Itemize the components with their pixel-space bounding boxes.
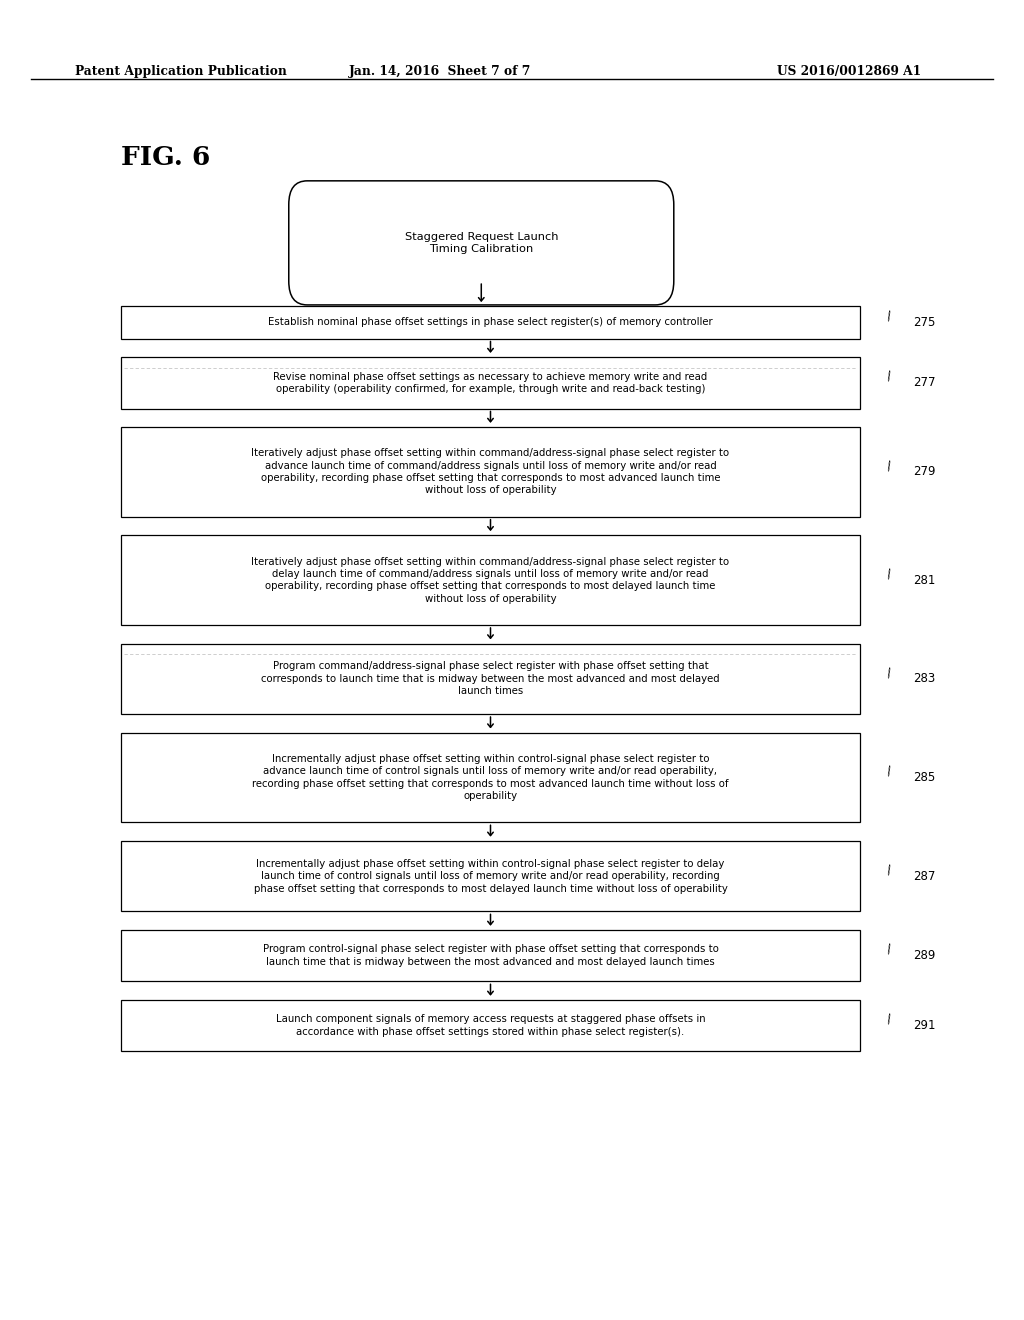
Text: Incrementally adjust phase offset setting within control-signal phase select reg: Incrementally adjust phase offset settin… — [254, 859, 727, 894]
FancyBboxPatch shape — [121, 306, 860, 338]
Text: Revise nominal phase offset settings as necessary to achieve memory write and re: Revise nominal phase offset settings as … — [273, 372, 708, 393]
Text: Program control-signal phase select register with phase offset setting that corr: Program control-signal phase select regi… — [262, 945, 719, 966]
Text: Program command/address-signal phase select register with phase offset setting t: Program command/address-signal phase sel… — [261, 661, 720, 696]
Text: /: / — [886, 309, 892, 322]
Text: /: / — [886, 764, 892, 777]
Text: Jan. 14, 2016  Sheet 7 of 7: Jan. 14, 2016 Sheet 7 of 7 — [349, 65, 531, 78]
Text: /: / — [886, 1012, 892, 1026]
Text: Establish nominal phase offset settings in phase select register(s) of memory co: Establish nominal phase offset settings … — [268, 317, 713, 327]
FancyBboxPatch shape — [121, 644, 860, 714]
Text: 279: 279 — [913, 466, 936, 478]
Text: 287: 287 — [913, 870, 936, 883]
FancyBboxPatch shape — [121, 931, 860, 982]
FancyBboxPatch shape — [121, 1001, 860, 1052]
FancyBboxPatch shape — [121, 356, 860, 409]
Text: /: / — [886, 566, 892, 581]
Text: /: / — [886, 370, 892, 383]
Text: /: / — [886, 942, 892, 956]
FancyBboxPatch shape — [121, 841, 860, 912]
Text: Iteratively adjust phase offset setting within command/address-signal phase sele: Iteratively adjust phase offset setting … — [252, 557, 729, 603]
Text: 277: 277 — [913, 376, 936, 389]
Text: Staggered Request Launch
Timing Calibration: Staggered Request Launch Timing Calibrat… — [404, 232, 558, 253]
FancyBboxPatch shape — [289, 181, 674, 305]
Text: /: / — [886, 863, 892, 876]
Text: Iteratively adjust phase offset setting within command/address-signal phase sele: Iteratively adjust phase offset setting … — [252, 449, 729, 495]
Text: /: / — [886, 665, 892, 678]
Text: 285: 285 — [913, 771, 936, 784]
FancyBboxPatch shape — [121, 428, 860, 516]
Text: 289: 289 — [913, 949, 936, 962]
Text: 281: 281 — [913, 574, 936, 586]
Text: 291: 291 — [913, 1019, 936, 1032]
Text: US 2016/0012869 A1: US 2016/0012869 A1 — [777, 65, 922, 78]
Text: Launch component signals of memory access requests at staggered phase offsets in: Launch component signals of memory acces… — [275, 1015, 706, 1036]
Text: 275: 275 — [913, 315, 936, 329]
FancyBboxPatch shape — [121, 733, 860, 822]
FancyBboxPatch shape — [121, 536, 860, 626]
Text: /: / — [886, 458, 892, 473]
Text: Patent Application Publication: Patent Application Publication — [75, 65, 287, 78]
Text: Incrementally adjust phase offset setting within control-signal phase select reg: Incrementally adjust phase offset settin… — [252, 754, 729, 801]
Text: FIG. 6: FIG. 6 — [121, 145, 210, 170]
Text: 283: 283 — [913, 672, 936, 685]
